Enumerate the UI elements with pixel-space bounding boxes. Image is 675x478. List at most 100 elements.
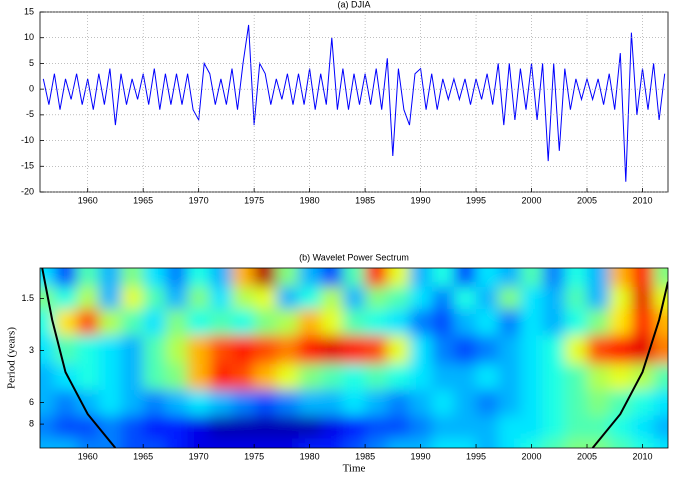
x-tick-label: 1970 (189, 451, 209, 461)
heat-cell (254, 268, 277, 288)
heat-cell (40, 389, 55, 417)
heat-cell (54, 286, 78, 310)
heat-cell (520, 438, 544, 448)
heat-cell (587, 335, 610, 365)
heat-cell (431, 268, 455, 288)
heat-cell (542, 286, 566, 310)
heat-cell (653, 309, 668, 336)
heat-cell (653, 389, 668, 417)
heat-cell (165, 438, 189, 448)
heat-cell (165, 389, 189, 417)
heat-cell (609, 286, 632, 310)
heat-cell (143, 268, 166, 288)
heat-cell (453, 415, 477, 439)
heat-cell (631, 415, 655, 439)
heat-cell (40, 415, 55, 439)
chart-title: (b) Wavelet Power Sectrum (299, 252, 409, 262)
heat-cell (587, 309, 610, 336)
heat-cell (587, 286, 610, 310)
y-tick-label: -15 (21, 161, 34, 171)
plot-area (42, 24, 666, 182)
x-tick-label: 2005 (577, 451, 597, 461)
cone-of-influence (591, 281, 668, 448)
heat-cell (254, 363, 277, 391)
heat-cell (231, 438, 255, 448)
heat-cell (365, 438, 388, 448)
heat-cell (498, 335, 521, 365)
x-tick-label: 1985 (355, 195, 375, 205)
y-tick-label: 5 (29, 58, 34, 68)
heat-cell (587, 389, 610, 417)
heat-cell (609, 438, 632, 448)
heat-cell (587, 438, 610, 448)
x-tick-label: 1980 (300, 451, 320, 461)
heat-cell (387, 309, 410, 336)
heat-cell (631, 438, 655, 448)
heat-cell (498, 438, 521, 448)
x-tick-label: 1965 (133, 195, 153, 205)
heat-cell (431, 363, 455, 391)
y-tick-label: -5 (26, 109, 34, 119)
heat-cell (631, 286, 655, 310)
heat-cell (231, 335, 255, 365)
heat-cell (365, 335, 388, 365)
x-tick-label: 2010 (632, 195, 652, 205)
heat-cell (409, 438, 433, 448)
heat-cell (631, 268, 655, 288)
heat-cell (542, 309, 566, 336)
heat-cell (653, 363, 668, 391)
heat-cell (98, 335, 122, 365)
heat-cell (298, 309, 322, 336)
heat-cell (276, 286, 300, 310)
heat-cell (298, 335, 322, 365)
heat-cell (387, 335, 410, 365)
heat-cell (453, 309, 477, 336)
heat-cell (254, 309, 277, 336)
heat-cell (276, 415, 300, 439)
heat-cell (276, 438, 300, 448)
heat-cell (365, 389, 388, 417)
heat-cell (120, 389, 144, 417)
heat-cell (520, 335, 544, 365)
heat-cell (120, 309, 144, 336)
heat-cell (631, 389, 655, 417)
heat-cell (120, 415, 144, 439)
heat-cell (320, 268, 344, 288)
heat-cell (276, 389, 300, 417)
heat-cell (276, 335, 300, 365)
heat-cell (609, 309, 632, 336)
heat-cell (653, 335, 668, 365)
heat-cell (365, 286, 388, 310)
heat-cell (298, 389, 322, 417)
heat-cell (76, 286, 100, 310)
heat-cell (54, 415, 78, 439)
heat-cell (498, 286, 521, 310)
heat-cell (98, 286, 122, 310)
heat-cell (387, 268, 410, 288)
heat-cell (276, 268, 300, 288)
heat-cell (587, 268, 610, 288)
heat-cell (98, 309, 122, 336)
heat-cell (409, 309, 433, 336)
heat-cell (520, 389, 544, 417)
heat-cell (609, 268, 632, 288)
heat-cell (431, 389, 455, 417)
x-tick-label: 1995 (466, 195, 486, 205)
heat-cell (120, 286, 144, 310)
heat-cell (453, 389, 477, 417)
heat-cell (76, 309, 100, 336)
heat-cell (98, 389, 122, 417)
heat-cell (520, 268, 544, 288)
heat-cell (365, 268, 388, 288)
heat-cell (564, 415, 588, 439)
heat-cell (609, 363, 632, 391)
heat-cell (476, 309, 499, 336)
heat-cell (76, 438, 100, 448)
y-tick-label: 0 (29, 84, 34, 94)
x-tick-label: 1965 (133, 451, 153, 461)
heat-cell (342, 363, 366, 391)
heat-cell (54, 335, 78, 365)
x-tick-label: 2010 (632, 451, 652, 461)
heat-cell (54, 438, 78, 448)
heat-cell (165, 268, 189, 288)
